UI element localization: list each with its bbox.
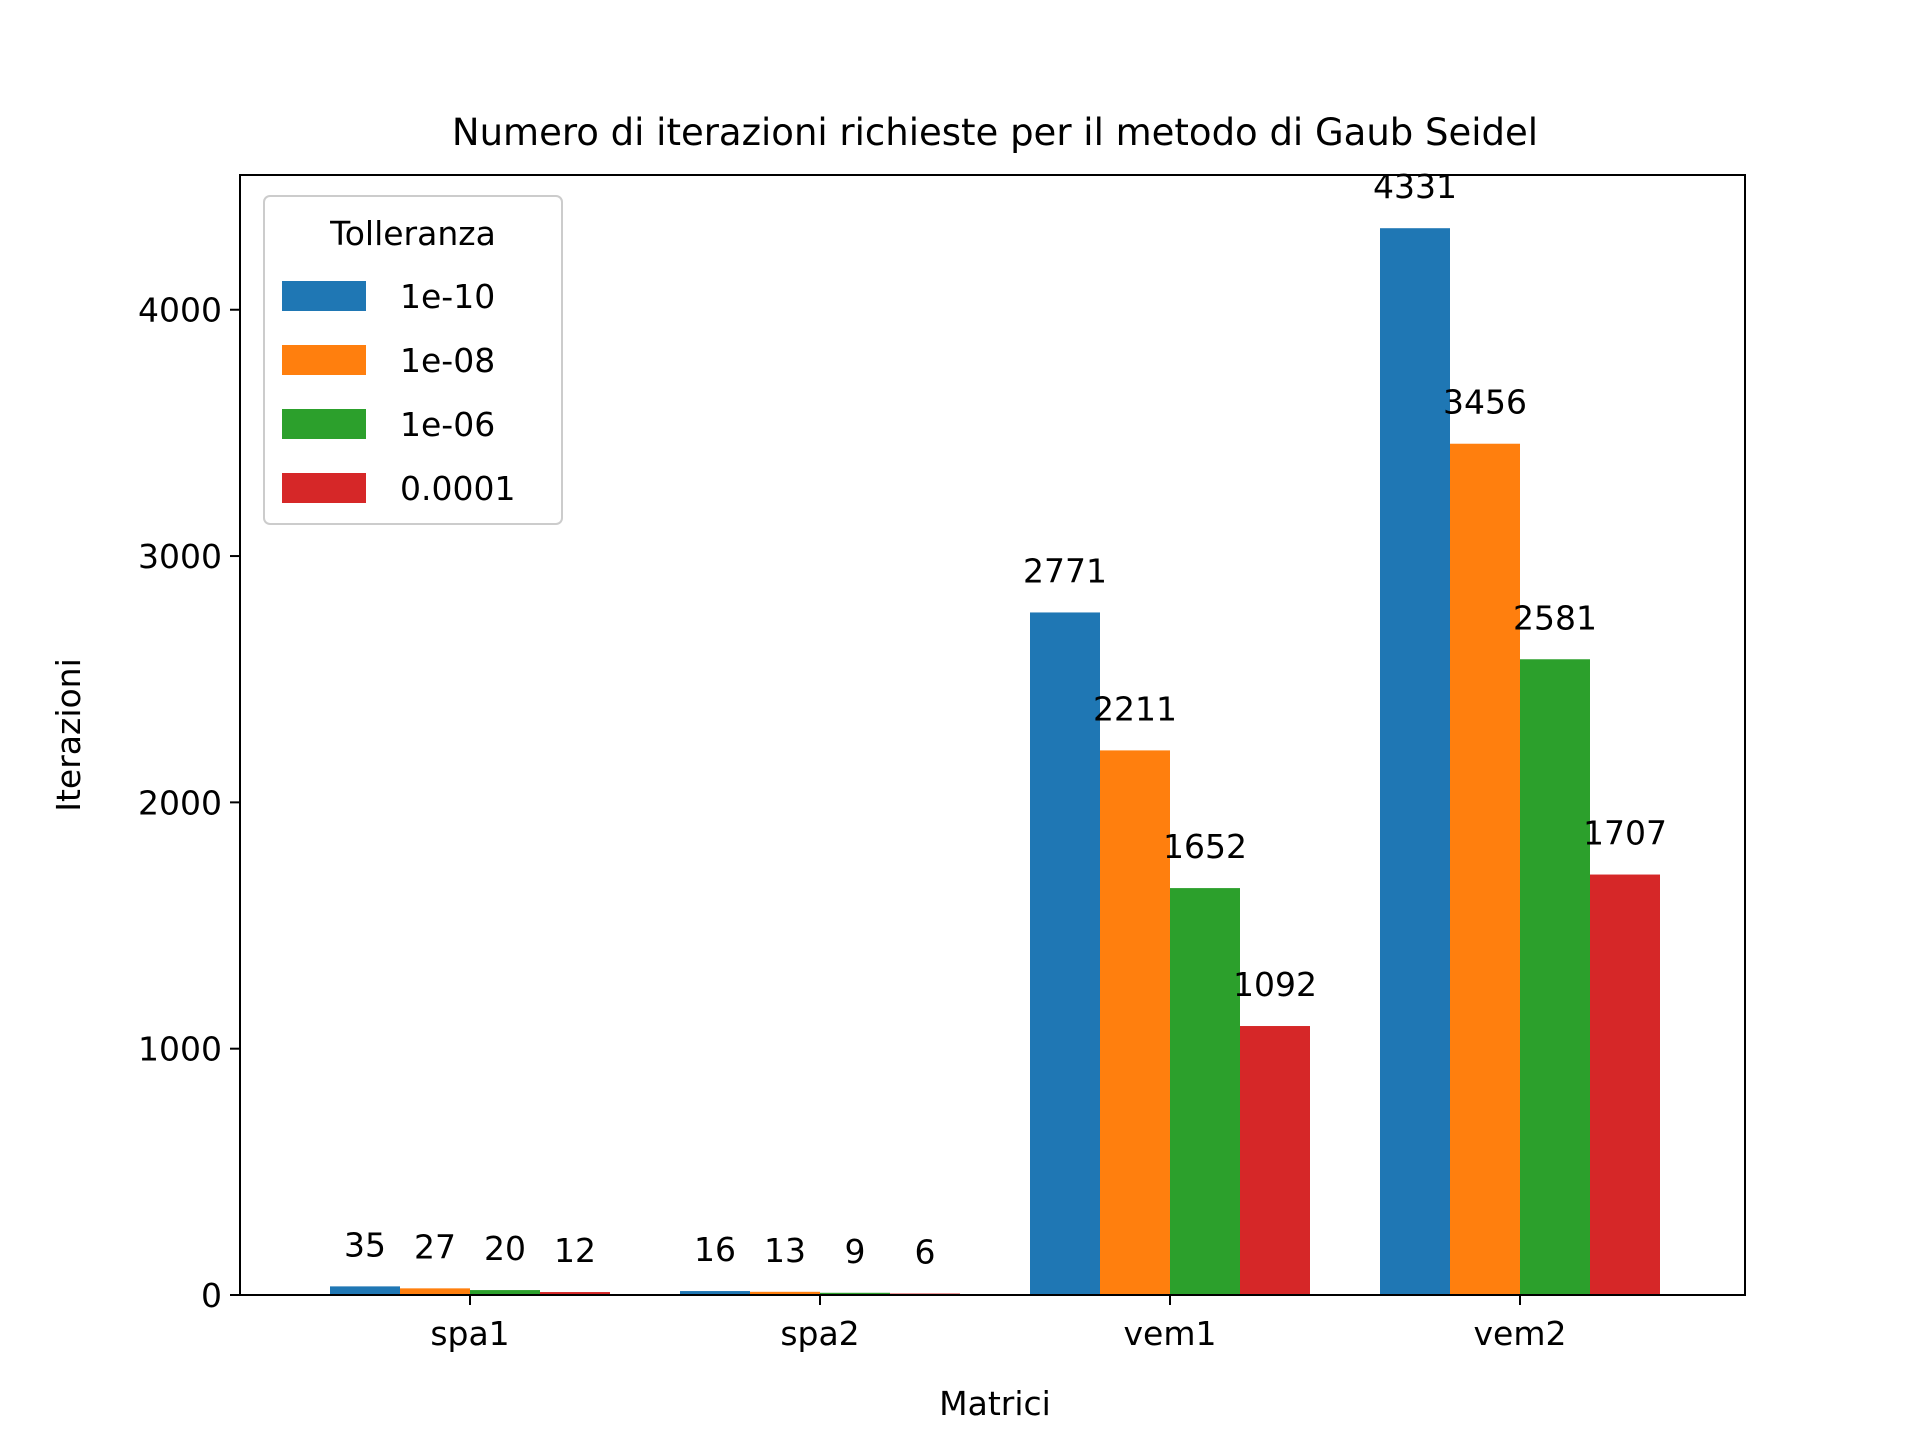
- bar: [1380, 228, 1450, 1295]
- bar-value-label: 12: [554, 1231, 596, 1270]
- y-tick-label: 4000: [138, 291, 222, 330]
- y-tick-label: 1000: [138, 1030, 222, 1069]
- bar-value-label: 6: [915, 1233, 936, 1272]
- bar: [1100, 750, 1170, 1295]
- bar-value-label: 13: [764, 1231, 806, 1270]
- bar: [1450, 443, 1520, 1295]
- chart-title: Numero di iterazioni richieste per il me…: [452, 111, 1538, 154]
- bar: [1590, 874, 1660, 1295]
- bar-value-label: 9: [845, 1232, 866, 1271]
- bar: [400, 1288, 470, 1295]
- legend-entry-label: 0.0001: [400, 469, 515, 508]
- bar-value-label: 16: [694, 1230, 736, 1269]
- bar: [1170, 888, 1240, 1295]
- bar-value-label: 3456: [1443, 383, 1527, 422]
- y-tick-label: 2000: [138, 783, 222, 822]
- x-axis: spa1 spa2 vem1 vem2: [430, 1295, 1566, 1353]
- legend-entry-label: 1e-10: [400, 277, 495, 316]
- x-tick-label: spa1: [430, 1314, 509, 1353]
- legend-entry-label: 1e-06: [400, 405, 495, 444]
- plot-area-frame: [239, 174, 1746, 1296]
- legend-swatch: [282, 409, 366, 439]
- bar: [820, 1292, 890, 1295]
- bar: [330, 1286, 400, 1295]
- x-tick-label: vem1: [1124, 1314, 1217, 1353]
- bar: [470, 1290, 540, 1295]
- bar: [540, 1292, 610, 1295]
- bar-value-label: 1707: [1583, 814, 1667, 853]
- legend-swatch: [282, 473, 366, 503]
- bar-value-label: 2581: [1513, 598, 1597, 637]
- legend-items: 1e-10 1e-08 1e-06 0.0001: [282, 277, 515, 508]
- bar-value-label: 2771: [1023, 551, 1107, 590]
- x-tick-label: vem2: [1474, 1314, 1567, 1353]
- legend-title: Tolleranza: [329, 214, 496, 253]
- legend-swatch: [282, 345, 366, 375]
- y-tick-label: 0: [201, 1276, 222, 1315]
- bar-value-label: 35: [344, 1225, 386, 1264]
- bar: [750, 1291, 820, 1295]
- bar-labels-group: 35 27 20 12 16 13 9 6 2771 2211 1652 1092 4331 3456 25…: [344, 167, 1667, 1271]
- legend-swatch: [282, 281, 366, 311]
- y-tick-label: 3000: [138, 537, 222, 576]
- bar-value-label: 2211: [1093, 689, 1177, 728]
- bar-value-label: 27: [414, 1227, 456, 1266]
- y-axis-label: Iterazioni: [49, 658, 88, 812]
- bar-value-label: 1092: [1233, 965, 1317, 1004]
- legend-entry-label: 1e-08: [400, 341, 495, 380]
- legend-frame: [263, 195, 563, 525]
- legend: Tolleranza 1e-10 1e-08 1e-06 0.0001: [263, 195, 563, 525]
- bar: [1030, 612, 1100, 1295]
- bar-value-label: 1652: [1163, 827, 1247, 866]
- bar-value-label: 20: [484, 1229, 526, 1268]
- bar: [1240, 1026, 1310, 1295]
- bar-value-label: 4331: [1373, 167, 1457, 206]
- x-axis-label: Matrici: [939, 1384, 1051, 1423]
- x-tick-label: spa2: [780, 1314, 859, 1353]
- bar: [1520, 659, 1590, 1295]
- y-axis: 0 1000 2000 3000 4000: [138, 291, 240, 1315]
- bars-group: [330, 228, 1660, 1295]
- bar: [680, 1291, 750, 1295]
